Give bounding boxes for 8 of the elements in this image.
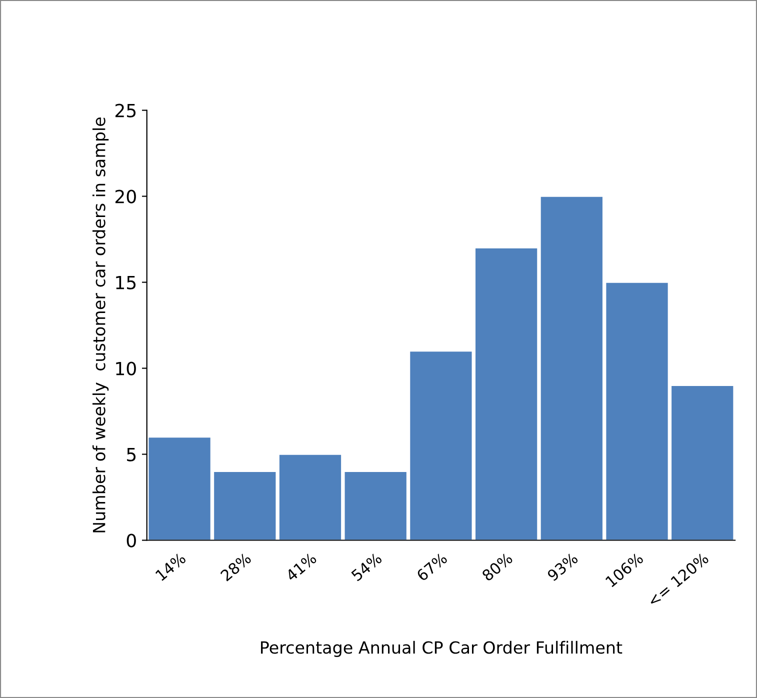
y-tick-label: 10 (116, 362, 136, 376)
x-axis-title: Percentage Annual CP Car Order Fulfillment (261, 640, 622, 658)
y-tick-label: 0 (126, 534, 136, 548)
y-tick-label: 20 (115, 190, 136, 204)
y-tick-label: 25 (115, 104, 136, 118)
y-tick-label: 5 (127, 448, 136, 462)
y-tick-label: 15 (116, 276, 136, 290)
y-axis-title: Number of weekly customer car orders in sample (92, 117, 109, 532)
